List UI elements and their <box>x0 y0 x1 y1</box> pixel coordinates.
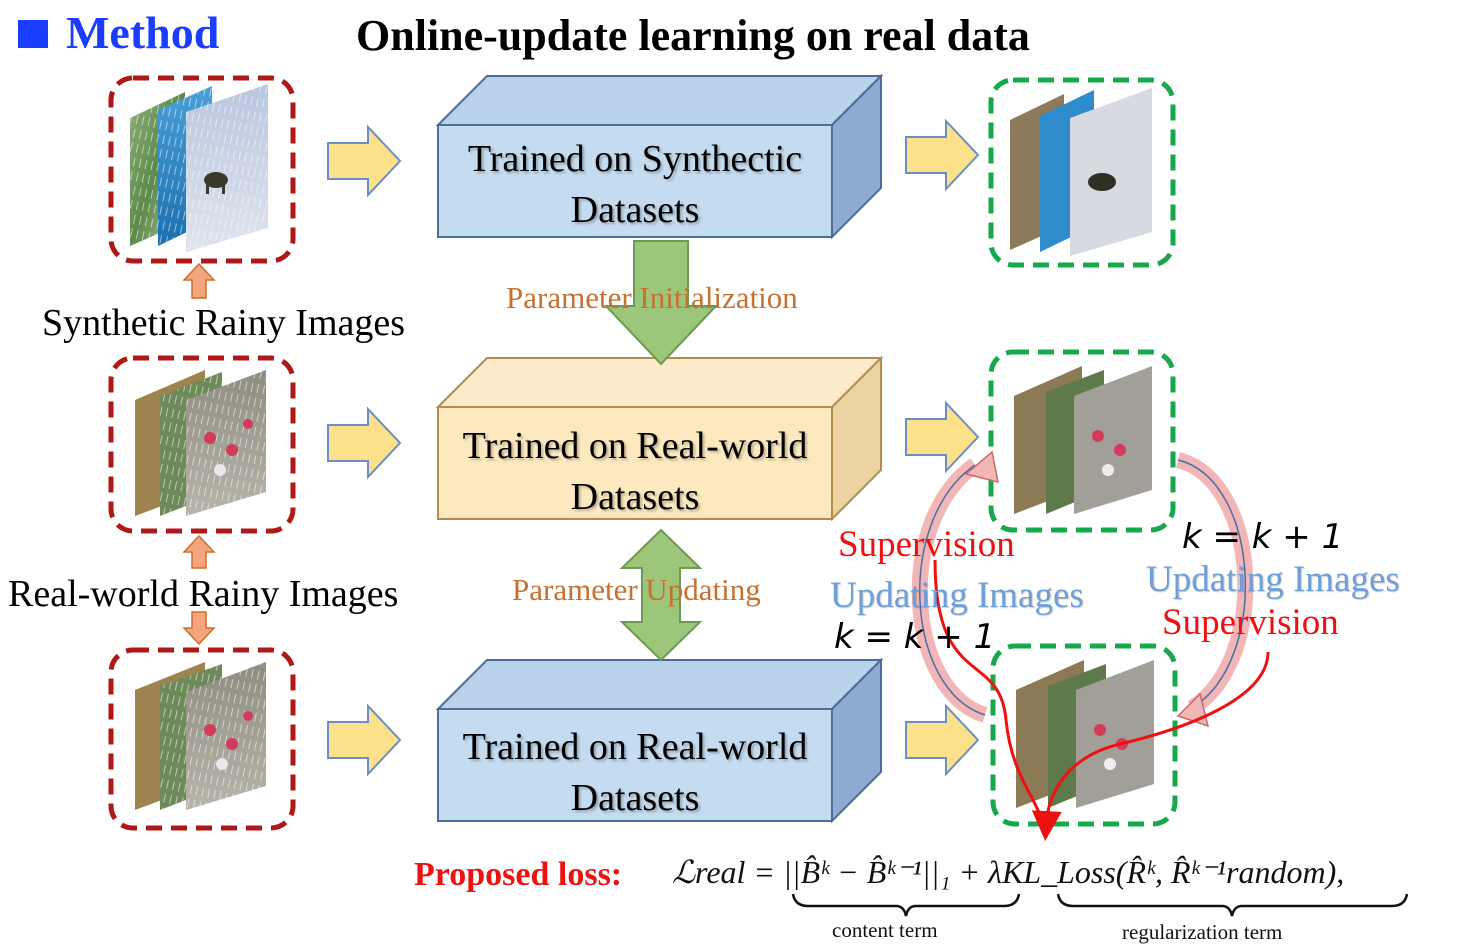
right-supervision-label: Supervision <box>1162 602 1339 643</box>
double-arrow-real-bottom <box>182 611 216 646</box>
supervision-line-left <box>933 559 1046 831</box>
regularization-term-label: regularization term <box>1122 920 1283 944</box>
regularization-term-brace <box>1056 893 1409 917</box>
update-arrow <box>619 528 703 662</box>
input-arrow-3 <box>327 703 402 777</box>
block-real-2-label: Trained on Real-world Datasets <box>438 722 832 825</box>
update-label: Parameter Updating <box>512 572 761 607</box>
loss-formula: ℒreal = ||B̂ᵏ − B̂ᵏ⁻¹||₁ + λKL_Loss(R̂ᵏ,… <box>672 854 1345 890</box>
real-images-label: Real-world Rainy Images <box>8 573 399 615</box>
content-term-label: content term <box>832 918 938 942</box>
content-term-brace <box>791 893 1021 917</box>
output-arrow-1 <box>905 118 980 192</box>
right-updating-label: Updating Images <box>1146 559 1400 600</box>
bullet-square-icon <box>18 20 48 48</box>
input-frame-real-1 <box>108 355 296 534</box>
block-real-1 <box>435 355 884 522</box>
output-frame-real-2 <box>990 643 1178 827</box>
left-updating-label: Updating Images <box>830 575 1084 616</box>
output-frame-real-1 <box>988 349 1176 533</box>
block-synthetic <box>435 73 884 240</box>
synthetic-images-label: Synthetic Rainy Images <box>42 302 406 344</box>
left-counter: k = k + 1 <box>834 617 996 657</box>
block-real-1-label: Trained on Real-world Datasets <box>438 421 832 524</box>
proposed-loss-label: Proposed loss: <box>414 856 623 893</box>
supervision-line-right <box>1031 651 1270 841</box>
left-supervision-label: Supervision <box>838 524 1015 565</box>
block-real-1-line1: Trained on Real-world <box>462 425 808 467</box>
up-arrow-synthetic <box>182 262 216 299</box>
input-frame-real-2 <box>108 647 296 831</box>
double-arrow-real-top <box>182 534 216 569</box>
block-synthetic-label: Trained on Synthectic Datasets <box>438 134 832 237</box>
input-arrow-2 <box>327 406 402 480</box>
block-real-1-line2: Datasets <box>570 476 700 519</box>
section-heading: Method <box>66 7 220 58</box>
block-synthetic-line2: Datasets <box>570 189 700 232</box>
init-arrow <box>603 240 719 366</box>
block-real-2-line1: Trained on Real-world <box>462 726 808 768</box>
right-counter: k = k + 1 <box>1182 517 1344 557</box>
output-arrow-2 <box>905 400 980 474</box>
init-label: Parameter Initialization <box>506 280 798 315</box>
diagram-title: Online-update learning on real data <box>356 11 1030 60</box>
block-synthetic-line1: Trained on Synthectic <box>467 138 803 180</box>
output-arrow-3 <box>905 703 980 777</box>
block-real-2 <box>435 657 884 824</box>
output-frame-synthetic <box>988 77 1176 268</box>
input-frame-synthetic <box>108 75 296 264</box>
input-arrow-1 <box>327 124 402 198</box>
block-real-2-line2: Datasets <box>570 777 700 820</box>
left-loop-arrow <box>911 450 999 723</box>
